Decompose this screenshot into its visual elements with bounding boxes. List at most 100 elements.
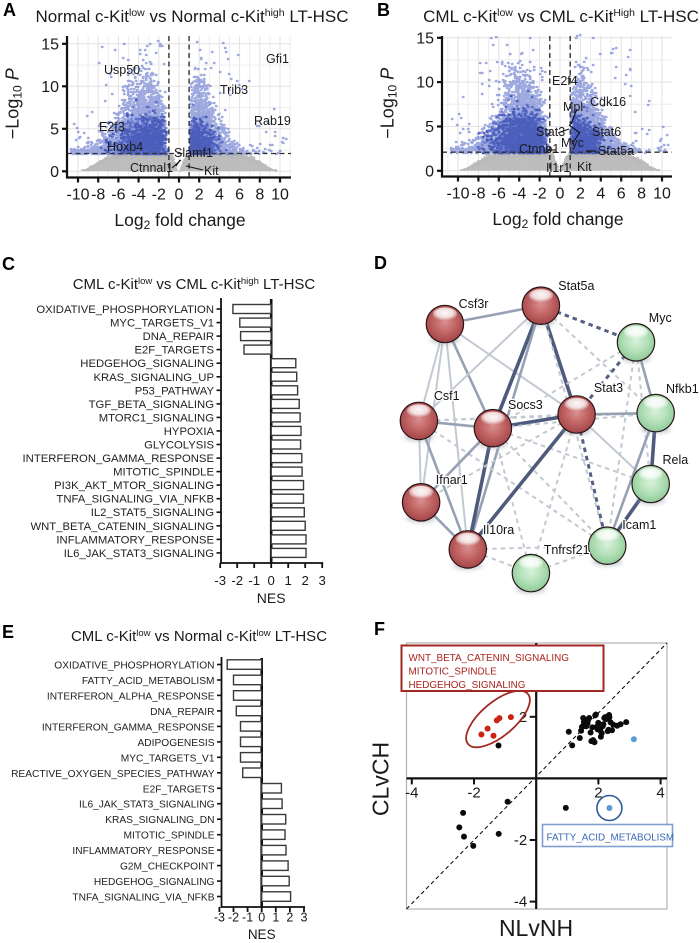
svg-text:0: 0 xyxy=(50,164,59,181)
svg-text:MITOTIC_SPINDLE: MITOTIC_SPINDLE xyxy=(409,667,498,678)
svg-text:Rela: Rela xyxy=(663,453,689,467)
svg-text:-8: -8 xyxy=(471,186,485,203)
svg-text:DNA_REPAIR: DNA_REPAIR xyxy=(143,331,214,343)
svg-text:Cdk16: Cdk16 xyxy=(590,95,626,109)
svg-text:CML c-Kitlow vs Normal c-Kitlo: CML c-Kitlow vs Normal c-Kitlow LT-HSC xyxy=(71,628,327,645)
svg-text:2: 2 xyxy=(195,187,204,204)
svg-text:Csf3r: Csf3r xyxy=(459,297,489,311)
svg-text:MITOTIC_SPINDLE: MITOTIC_SPINDLE xyxy=(113,467,214,479)
svg-text:3: 3 xyxy=(301,911,308,925)
svg-text:KRAS_SIGNALING_UP: KRAS_SIGNALING_UP xyxy=(93,372,214,384)
svg-text:-6: -6 xyxy=(492,186,506,203)
svg-text:-4: -4 xyxy=(514,894,527,911)
svg-text:OXIDATIVE_PHOSPHORYLATION: OXIDATIVE_PHOSPHORYLATION xyxy=(36,304,214,316)
svg-text:E2F_TARGETS: E2F_TARGETS xyxy=(134,345,214,357)
svg-text:GLYCOLYSIS: GLYCOLYSIS xyxy=(144,440,214,452)
svg-text:-6: -6 xyxy=(111,187,125,204)
svg-text:4: 4 xyxy=(656,784,664,801)
svg-text:0: 0 xyxy=(268,573,275,588)
svg-text:2: 2 xyxy=(302,573,309,588)
svg-text:IL2_STAT5_SIGNALING: IL2_STAT5_SIGNALING xyxy=(91,507,214,519)
svg-text:8: 8 xyxy=(637,186,646,203)
svg-text:Stat3: Stat3 xyxy=(536,125,565,139)
svg-text:6: 6 xyxy=(617,186,626,203)
svg-text:IL6_JAK_STAT3_SIGNALING: IL6_JAK_STAT3_SIGNALING xyxy=(64,548,214,560)
svg-text:F: F xyxy=(374,619,385,639)
svg-text:Usp50: Usp50 xyxy=(104,63,140,77)
svg-text:REACTIVE_OXYGEN_SPECIES_PATHWA: REACTIVE_OXYGEN_SPECIES_PATHWAY xyxy=(11,769,215,780)
svg-text:MYC_TARGETS_V1: MYC_TARGETS_V1 xyxy=(121,753,215,764)
svg-text:NES: NES xyxy=(257,590,286,606)
svg-text:3: 3 xyxy=(319,573,326,588)
svg-text:-4: -4 xyxy=(131,187,145,204)
svg-text:-10: -10 xyxy=(446,186,469,203)
svg-text:CML c-Kitlow vs CML c-Kithigh: CML c-Kitlow vs CML c-Kithigh LT-HSC xyxy=(73,276,316,293)
svg-text:INFLAMMATORY_RESPONSE: INFLAMMATORY_RESPONSE xyxy=(72,846,214,857)
svg-text:-3: -3 xyxy=(214,573,226,588)
svg-text:MTORC1_SIGNALING: MTORC1_SIGNALING xyxy=(99,412,214,424)
svg-text:Ctnnb1: Ctnnb1 xyxy=(519,142,559,156)
svg-text:-2: -2 xyxy=(231,573,243,588)
svg-text:1: 1 xyxy=(285,573,292,588)
svg-text:Kit: Kit xyxy=(204,164,219,178)
svg-text:-2: -2 xyxy=(228,911,239,925)
svg-text:Ctnnal1: Ctnnal1 xyxy=(130,161,173,175)
svg-text:Slamf1: Slamf1 xyxy=(174,146,213,160)
svg-text:C: C xyxy=(2,254,15,274)
svg-text:0: 0 xyxy=(556,186,565,203)
svg-text:5: 5 xyxy=(50,121,59,138)
svg-text:2: 2 xyxy=(286,911,293,925)
svg-text:Il10ra: Il10ra xyxy=(483,523,514,537)
svg-text:ADIPOGENESIS: ADIPOGENESIS xyxy=(138,738,215,749)
svg-text:8: 8 xyxy=(255,187,264,204)
svg-text:Stat3: Stat3 xyxy=(594,381,623,395)
svg-text:MITOTIC_SPINDLE: MITOTIC_SPINDLE xyxy=(124,831,215,842)
svg-text:NLvNH: NLvNH xyxy=(499,915,573,941)
svg-text:D: D xyxy=(374,253,387,273)
svg-text:INTERFERON_ALPHA_RESPONSE: INTERFERON_ALPHA_RESPONSE xyxy=(47,691,215,702)
svg-text:INTERFERON_GAMMA_RESPONSE: INTERFERON_GAMMA_RESPONSE xyxy=(42,722,215,733)
svg-text:-8: -8 xyxy=(91,187,105,204)
svg-text:E2f4: E2f4 xyxy=(552,74,578,88)
svg-text:6: 6 xyxy=(235,187,244,204)
svg-text:TNFA_SIGNALING_VIA_NFKB: TNFA_SIGNALING_VIA_NFKB xyxy=(56,494,214,506)
svg-text:2: 2 xyxy=(576,186,585,203)
svg-text:Socs3: Socs3 xyxy=(508,398,543,412)
svg-text:Hoxb4: Hoxb4 xyxy=(107,140,143,154)
svg-text:G2M_CHECKPOINT: G2M_CHECKPOINT xyxy=(120,862,215,873)
svg-text:4: 4 xyxy=(596,186,605,203)
svg-text:P53_PATHWAY: P53_PATHWAY xyxy=(135,385,215,397)
svg-text:-4: -4 xyxy=(405,784,418,801)
svg-text:WNT_BETA_CATENIN_SIGNALING: WNT_BETA_CATENIN_SIGNALING xyxy=(409,653,569,664)
svg-text:Stat5a: Stat5a xyxy=(598,144,634,158)
svg-text:MYC_TARGETS_V1: MYC_TARGETS_V1 xyxy=(110,318,214,330)
svg-text:-1: -1 xyxy=(248,573,260,588)
svg-text:10: 10 xyxy=(41,79,59,96)
svg-text:-2: -2 xyxy=(152,187,166,204)
svg-text:15: 15 xyxy=(416,30,434,47)
svg-text:0: 0 xyxy=(258,911,265,925)
svg-text:Mpl: Mpl xyxy=(563,100,583,114)
svg-text:10: 10 xyxy=(271,187,289,204)
svg-text:Trib3: Trib3 xyxy=(220,83,248,97)
svg-text:4: 4 xyxy=(215,187,224,204)
svg-text:WNT_BETA_CATENIN_SIGNALING: WNT_BETA_CATENIN_SIGNALING xyxy=(30,521,214,533)
svg-text:10: 10 xyxy=(416,75,434,92)
svg-text:1: 1 xyxy=(272,911,279,925)
svg-text:-10: -10 xyxy=(66,187,89,204)
svg-text:Normal c-Kitlow vs Normal c-Ki: Normal c-Kitlow vs Normal c-Kithigh LT-H… xyxy=(35,7,348,26)
svg-text:E2f3: E2f3 xyxy=(99,120,125,134)
svg-text:B: B xyxy=(377,0,390,20)
svg-text:0: 0 xyxy=(175,187,184,204)
svg-text:KRAS_SIGNALING_DN: KRAS_SIGNALING_DN xyxy=(105,815,214,826)
svg-text:5: 5 xyxy=(425,119,434,136)
svg-text:DNA_REPAIR: DNA_REPAIR xyxy=(150,707,214,718)
svg-text:FATTY_ACID_METABOLISM: FATTY_ACID_METABOLISM xyxy=(547,833,675,844)
svg-text:-2: -2 xyxy=(532,186,546,203)
svg-text:15: 15 xyxy=(41,36,59,53)
svg-text:−Log10 P: −Log10 P xyxy=(3,68,25,139)
svg-text:10: 10 xyxy=(653,186,671,203)
svg-text:Nfkb1: Nfkb1 xyxy=(666,382,699,396)
svg-text:A: A xyxy=(3,0,16,20)
svg-text:NES: NES xyxy=(248,927,276,942)
